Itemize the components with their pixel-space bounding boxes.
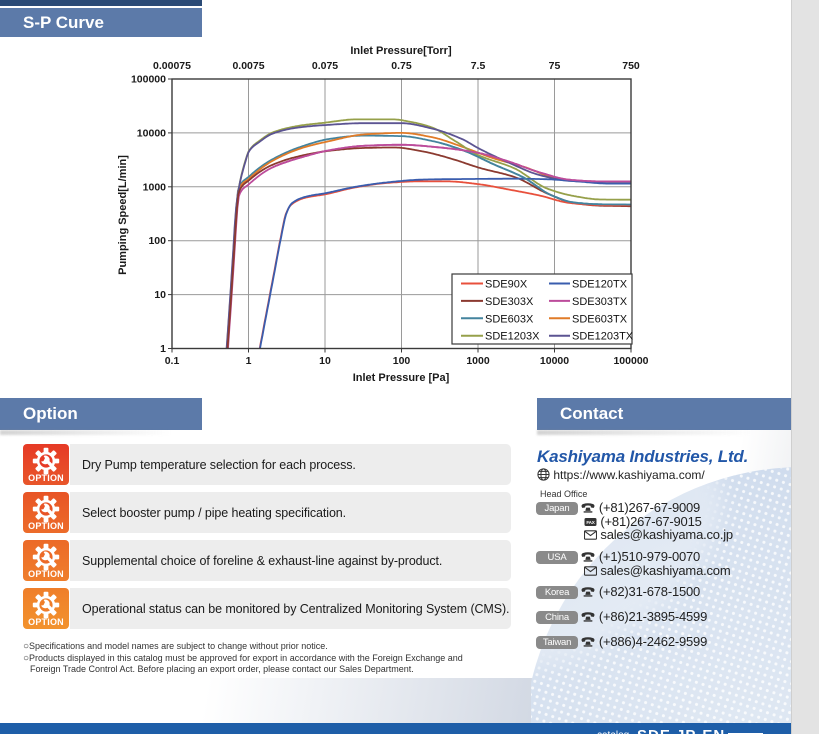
- svg-text:FAX: FAX: [586, 520, 595, 525]
- svg-text:10000: 10000: [137, 127, 166, 139]
- svg-text:SDE303TX: SDE303TX: [572, 296, 628, 308]
- svg-text:SDE603X: SDE603X: [485, 313, 534, 325]
- svg-text:0.075: 0.075: [312, 60, 338, 72]
- svg-text:10: 10: [154, 289, 166, 301]
- svg-text:SDE90X: SDE90X: [485, 279, 528, 291]
- svg-text:1000: 1000: [143, 181, 167, 193]
- svg-text:100000: 100000: [131, 74, 166, 86]
- svg-text:100000: 100000: [613, 355, 648, 367]
- svg-text:SDE303X: SDE303X: [485, 296, 534, 308]
- svg-text:750: 750: [622, 60, 640, 72]
- svg-text:75: 75: [549, 60, 561, 72]
- svg-text:SDE603TX: SDE603TX: [572, 313, 628, 325]
- svg-text:0.0075: 0.0075: [232, 60, 264, 72]
- svg-text:SDE1203X: SDE1203X: [485, 331, 540, 343]
- svg-text:100: 100: [393, 355, 411, 367]
- svg-text:10: 10: [319, 355, 331, 367]
- svg-text:SDE1203TX: SDE1203TX: [572, 331, 634, 343]
- svg-text:Inlet Pressure[Torr]: Inlet Pressure[Torr]: [350, 45, 452, 57]
- svg-text:0.1: 0.1: [165, 355, 180, 367]
- svg-text:7.5: 7.5: [471, 60, 486, 72]
- svg-text:Inlet Pressure [Pa]: Inlet Pressure [Pa]: [353, 372, 450, 384]
- svg-text:10000: 10000: [540, 355, 569, 367]
- svg-text:1: 1: [246, 355, 252, 367]
- svg-text:SDE120TX: SDE120TX: [572, 279, 628, 291]
- svg-text:1000: 1000: [466, 355, 490, 367]
- svg-text:0.00075: 0.00075: [153, 60, 191, 72]
- svg-text:Pumping Speed[L/min]: Pumping Speed[L/min]: [117, 155, 129, 275]
- svg-text:100: 100: [148, 235, 166, 247]
- svg-text:0.75: 0.75: [391, 60, 412, 72]
- svg-text:1: 1: [160, 343, 166, 355]
